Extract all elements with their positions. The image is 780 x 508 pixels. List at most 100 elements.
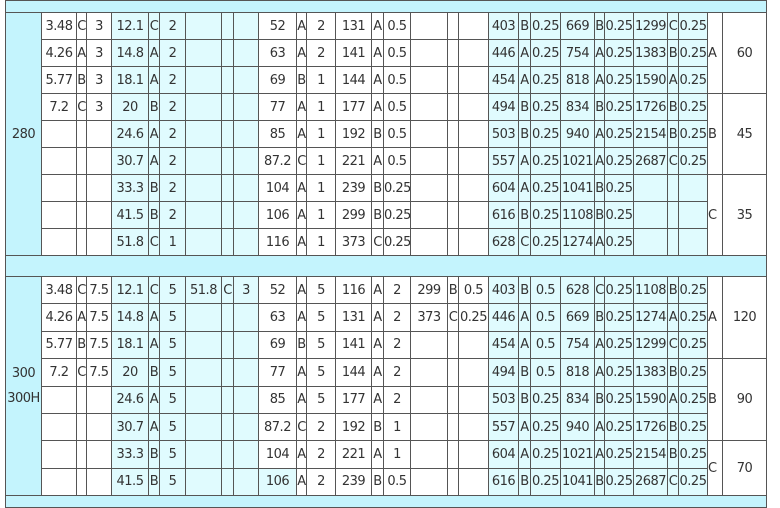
qty-cell: 1 (306, 120, 336, 148)
table-row: 280 3.48 C 3 12.1 C 2 52 A 2 131 A 0.5 403 B 0.25 669 B 0.… (5, 12, 768, 256)
value-cell: 5.77 (41, 66, 77, 94)
value-cell: 77 (258, 93, 297, 121)
grade-cell: A (148, 412, 160, 442)
grade-cell (221, 385, 234, 414)
value-cell: 1383 (633, 358, 668, 387)
table-row: 30.7 A 2 87.2 C 1 221 A 0.5 557 A 0.25 1021 A 0.25 2687… (6, 147, 767, 175)
value-cell: 299 (410, 275, 448, 305)
grade-cell: A (296, 303, 307, 332)
value-cell: 69 (258, 66, 297, 94)
value-cell (41, 174, 77, 202)
qty-cell: 1 (306, 228, 336, 256)
qty-cell: 0.25 (678, 39, 708, 67)
qty-cell: 5 (159, 330, 186, 360)
value-cell (410, 174, 448, 202)
qty-cell: 0.25 (604, 412, 634, 442)
grade-cell: B (518, 467, 531, 497)
value-cell: 1108 (633, 275, 668, 305)
qty-cell (458, 66, 489, 94)
qty-cell (458, 330, 489, 360)
qty-cell: 0.25 (530, 147, 561, 175)
grade-cell: B (594, 93, 605, 121)
value-cell (633, 228, 668, 256)
table-row: 5.77 B 3 18.1 A 2 69 B 1 144 A 0.5 454 A 0.25 818 A 0.25 1… (6, 66, 767, 94)
grade-cell: A (371, 275, 384, 305)
qty-cell (233, 385, 259, 414)
qty-cell: 0.5 (383, 93, 411, 121)
grade-cell: B (518, 275, 531, 305)
value-cell (185, 440, 222, 469)
value-cell: 3.48 (41, 275, 77, 305)
qty-cell: 3 (86, 39, 112, 67)
qty-cell: 0.25 (678, 12, 708, 40)
grade-cell (221, 330, 234, 360)
section-separator (4, 495, 768, 508)
qty-cell: 2 (159, 39, 186, 67)
value-cell: 2154 (633, 440, 668, 469)
qty-cell (458, 412, 489, 442)
value-cell: 18.1 (111, 330, 149, 360)
grade-cell: B (594, 12, 605, 40)
grade-cell: A (296, 275, 307, 305)
table-row: 4.26 A 7.5 14.8 A 5 63 A 5 131 A 2 373 C 0.25 446 A 0.5 66… (6, 303, 767, 332)
value-cell: 754 (560, 330, 595, 360)
qty-cell: 0.5 (383, 120, 411, 148)
group-class-cell: C (707, 174, 723, 256)
grade-cell: A (296, 467, 307, 497)
qty-cell: 2 (306, 12, 336, 40)
grade-cell (667, 228, 679, 256)
qty-cell: 0.25 (678, 385, 708, 414)
qty-cell: 2 (159, 201, 186, 229)
qty-cell: 0.25 (604, 39, 634, 67)
value-cell: 373 (335, 228, 372, 256)
value-cell: 604 (488, 174, 519, 202)
grade-cell: C (667, 467, 679, 497)
grade-cell (221, 440, 234, 469)
grade-cell: A (296, 358, 307, 387)
qty-cell: 5 (159, 412, 186, 442)
qty-cell (458, 201, 489, 229)
qty-cell: 0.25 (604, 12, 634, 40)
value-cell: 604 (488, 440, 519, 469)
qty-cell: 0.25 (383, 228, 411, 256)
grade-cell (76, 440, 87, 469)
qty-cell (86, 228, 112, 256)
grade-cell: A (667, 66, 679, 94)
value-cell: 557 (488, 412, 519, 442)
grade-cell: A (371, 39, 384, 67)
group-value-cell: 120 (721, 275, 768, 360)
grade-cell: C (76, 12, 87, 40)
value-cell: 818 (560, 358, 595, 387)
qty-cell: 0.25 (604, 201, 634, 229)
value-cell (185, 201, 222, 229)
qty-cell (233, 358, 259, 387)
grade-cell: A (296, 93, 307, 121)
value-cell: 1108 (560, 201, 595, 229)
value-cell: 239 (335, 174, 372, 202)
value-cell: 503 (488, 120, 519, 148)
grade-cell (76, 120, 87, 148)
grade-cell (447, 228, 459, 256)
qty-cell: 0.25 (530, 120, 561, 148)
grade-cell (447, 385, 459, 414)
grade-cell: B (148, 174, 160, 202)
grade-cell: C (518, 228, 531, 256)
grade-cell: B (667, 120, 679, 148)
qty-cell (458, 147, 489, 175)
grade-cell (221, 93, 234, 121)
value-cell: 14.8 (111, 39, 149, 67)
grade-cell: B (76, 66, 87, 94)
value-cell: 116 (258, 228, 297, 256)
qty-cell: 0.25 (458, 303, 489, 332)
value-cell: 1726 (633, 412, 668, 442)
model-cell: 300 300H (5, 275, 42, 497)
grade-cell: B (518, 120, 531, 148)
qty-cell: 0.25 (678, 412, 708, 442)
grade-cell (447, 467, 459, 497)
value-cell (185, 358, 222, 387)
value-cell: 299 (335, 201, 372, 229)
grade-cell: C (371, 228, 384, 256)
value-cell: 403 (488, 275, 519, 305)
value-cell (41, 120, 77, 148)
value-cell (185, 39, 222, 67)
